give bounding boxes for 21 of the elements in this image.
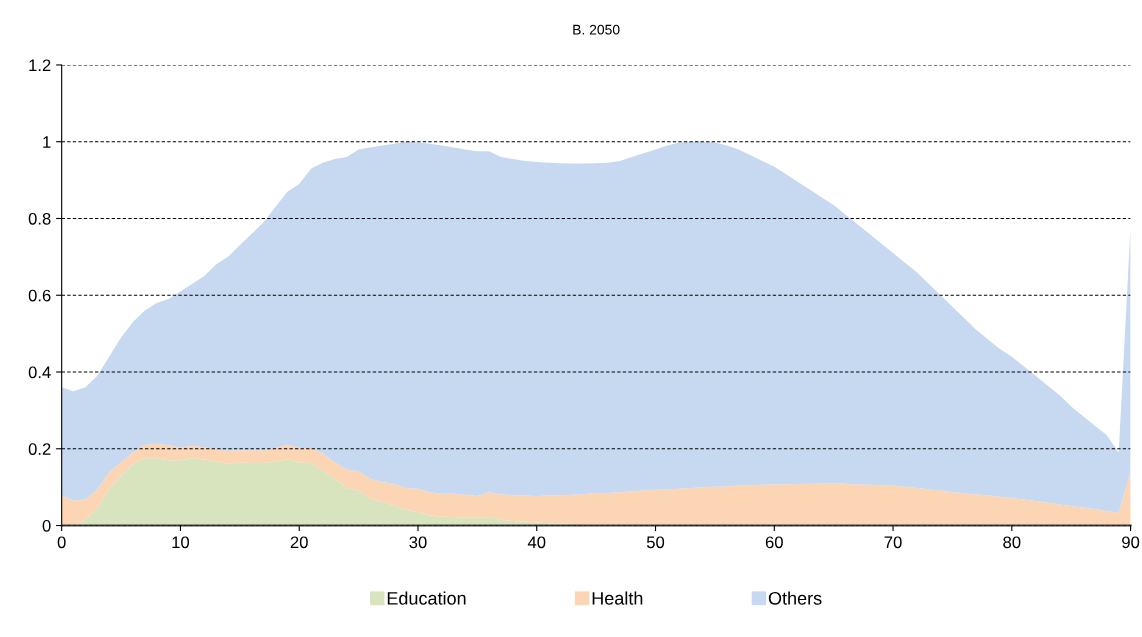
legend-label: Education <box>387 591 466 605</box>
legend-label: Others <box>768 591 822 605</box>
x-tick-label: 70 <box>884 536 902 549</box>
y-tick-label: 0.2 <box>28 443 51 455</box>
x-tick-label: 10 <box>172 536 190 549</box>
x-tick-label: 20 <box>290 536 308 549</box>
y-tick-label: 0.6 <box>28 289 51 302</box>
y-tick-label: 1 <box>43 136 51 148</box>
x-tick-label: 90 <box>1122 536 1140 549</box>
x-tick-label: 60 <box>765 536 783 549</box>
y-tick-label: 1.2 <box>29 59 51 72</box>
x-tick-label: 50 <box>646 536 665 549</box>
y-tick-label: 0.4 <box>28 366 51 379</box>
y-tick-label: 0.8 <box>28 212 51 225</box>
legend-label: Health <box>592 591 643 605</box>
x-tick-label: 30 <box>409 536 427 549</box>
x-tick-label: 80 <box>1003 536 1021 549</box>
x-tick-label: 0 <box>57 536 66 549</box>
chart-title: B. 2050 <box>573 24 620 35</box>
y-tick-label: 0 <box>42 519 51 532</box>
x-tick-label: 40 <box>527 536 546 549</box>
